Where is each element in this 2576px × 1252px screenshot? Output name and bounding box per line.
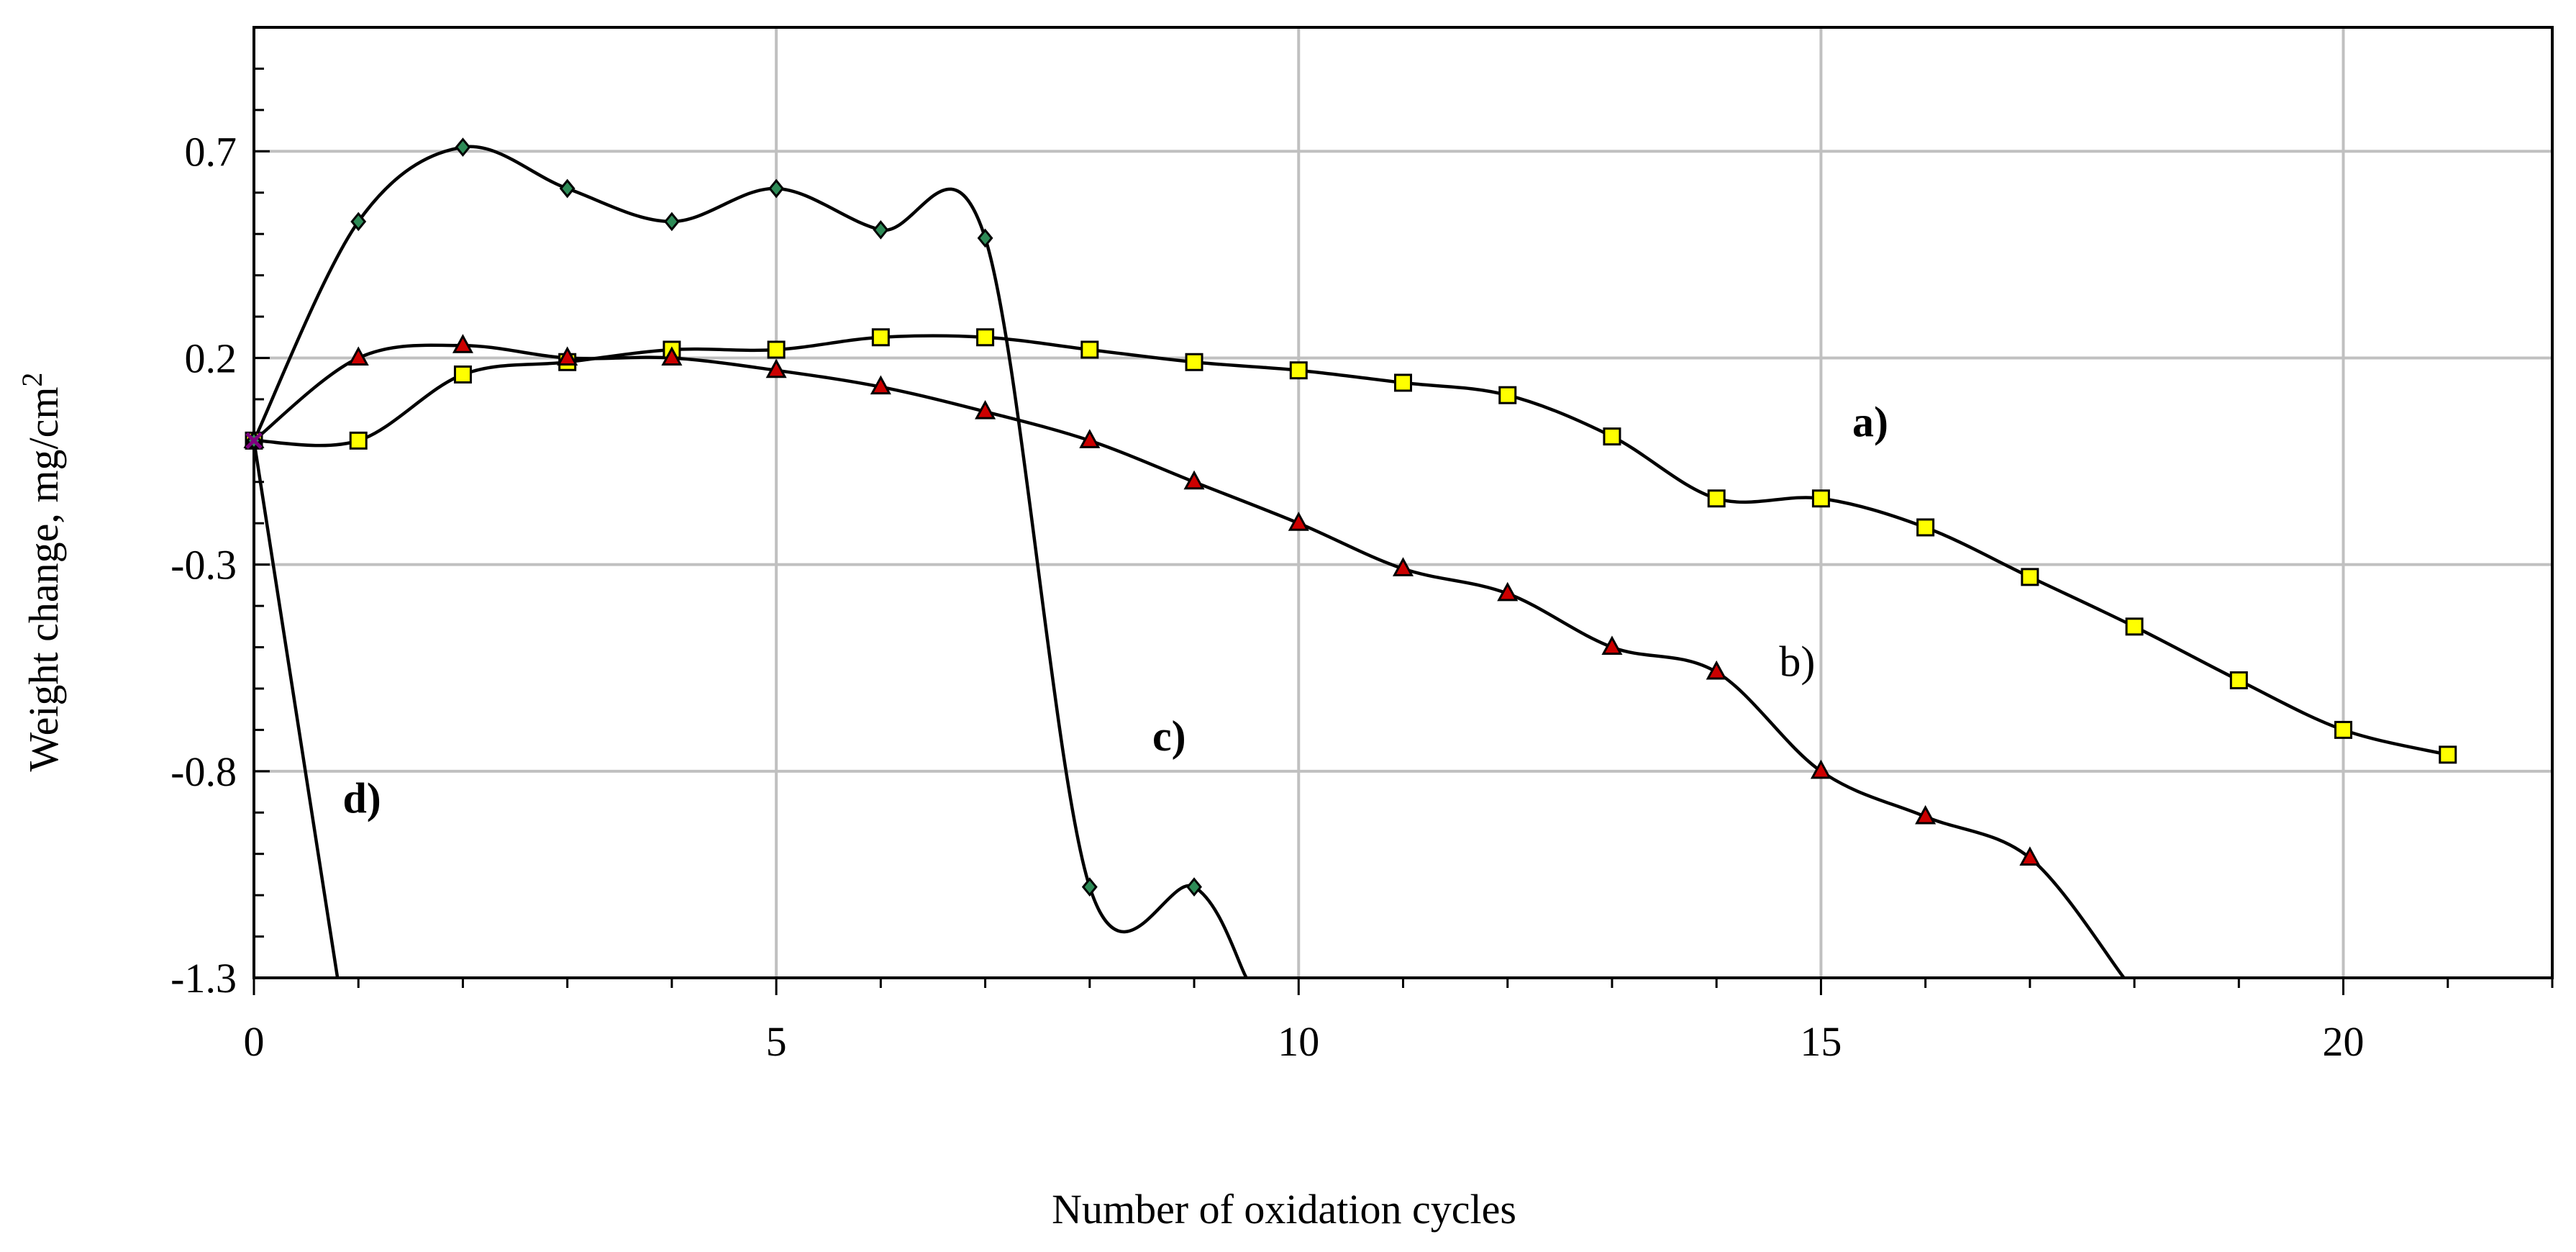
series-d-label: d) [342, 774, 381, 822]
x-tick-label: 0 [244, 1018, 265, 1065]
series-c-label: c) [1152, 712, 1186, 760]
x-tick-label: 15 [1800, 1018, 1842, 1065]
series-b-marker [347, 346, 369, 366]
grid [254, 27, 2552, 978]
series-b-marker [1392, 557, 1414, 576]
series-b-marker [870, 375, 891, 395]
series-a-marker [2021, 568, 2039, 586]
y-tick-label: -0.3 [170, 542, 237, 589]
series-a-marker [2439, 745, 2457, 764]
series-a-marker [1080, 340, 1099, 359]
series-a-marker [2334, 720, 2353, 739]
series-c-marker [1186, 877, 1202, 897]
series-b-marker [1497, 581, 1519, 602]
series-a-marker [2229, 671, 2248, 689]
axes: 0 5 10 15 20 -1.3 -0.8 -0.3 0.2 0.7 [170, 26, 2554, 1065]
series-a-label: a) [1852, 399, 1888, 446]
x-axis-title: Number of oxidation cycles [1052, 1186, 1516, 1233]
series-a-marker [1811, 489, 1830, 508]
series-b-label: b) [1779, 638, 1815, 686]
series-b-marker [557, 346, 578, 366]
series-b-marker [661, 346, 683, 366]
series-b-marker [1706, 660, 1727, 680]
series-c-marker [455, 137, 471, 157]
series-a-marker [1603, 427, 1621, 446]
series-a-marker [349, 431, 368, 450]
y-tick-label: 0.2 [185, 335, 237, 381]
series-a-marker [1185, 353, 1203, 371]
series-c-marker [768, 178, 785, 199]
y-tick-label: 0.7 [185, 128, 237, 175]
series-a-marker [976, 328, 995, 347]
series-b-marker [1183, 470, 1205, 490]
series-b-marker [2019, 846, 2041, 866]
x-tick-label: 10 [1278, 1018, 1319, 1065]
y-axis-title: Weight change, mg/cm2 [16, 373, 67, 772]
series-a-marker [871, 328, 890, 347]
series-b-marker [1915, 804, 1936, 825]
y-axis-title-text: Weight change, mg/cm [20, 387, 67, 772]
x-tick-label: 20 [2323, 1018, 2365, 1065]
y-tick-label: -0.8 [170, 748, 237, 795]
series-c-marker [350, 212, 367, 232]
series-b-marker [1079, 429, 1101, 448]
x-tick-label: 5 [766, 1018, 787, 1065]
series-c-marker [559, 178, 575, 199]
series-a-marker [1916, 518, 1935, 537]
series-a-marker [767, 340, 786, 359]
series-d-curve [252, 440, 340, 979]
series-a-marker [1289, 361, 1308, 380]
series-b-marker [452, 334, 473, 353]
series-b-marker [1810, 759, 1831, 779]
series-b-marker [1601, 635, 1623, 656]
series-labels: a) b) c) d) [342, 399, 1888, 822]
series-a-marker [1707, 489, 1726, 508]
y-tick-label: -1.3 [170, 955, 237, 1002]
y-axis-title-superscript: 2 [16, 373, 48, 387]
series-b-marker [765, 358, 787, 378]
series-c-marker [977, 228, 993, 248]
series-d-marker [245, 432, 263, 450]
series-b-marker [975, 400, 996, 419]
series-c-marker [663, 212, 680, 232]
series-a-curve [253, 334, 2449, 757]
series-c-marker [873, 220, 889, 240]
series-a-marker [1394, 373, 1412, 392]
series-markers [243, 137, 2457, 897]
plot-frame [252, 26, 2554, 979]
series-curves [252, 145, 2449, 979]
series-a-marker [453, 365, 472, 384]
series-c-marker [1081, 877, 1098, 897]
series-a-marker [1498, 386, 1517, 404]
series-b-curve [252, 343, 2126, 979]
series-b-marker [1288, 512, 1309, 531]
series-a-marker [2125, 617, 2144, 636]
series-c-curve [252, 145, 1248, 979]
